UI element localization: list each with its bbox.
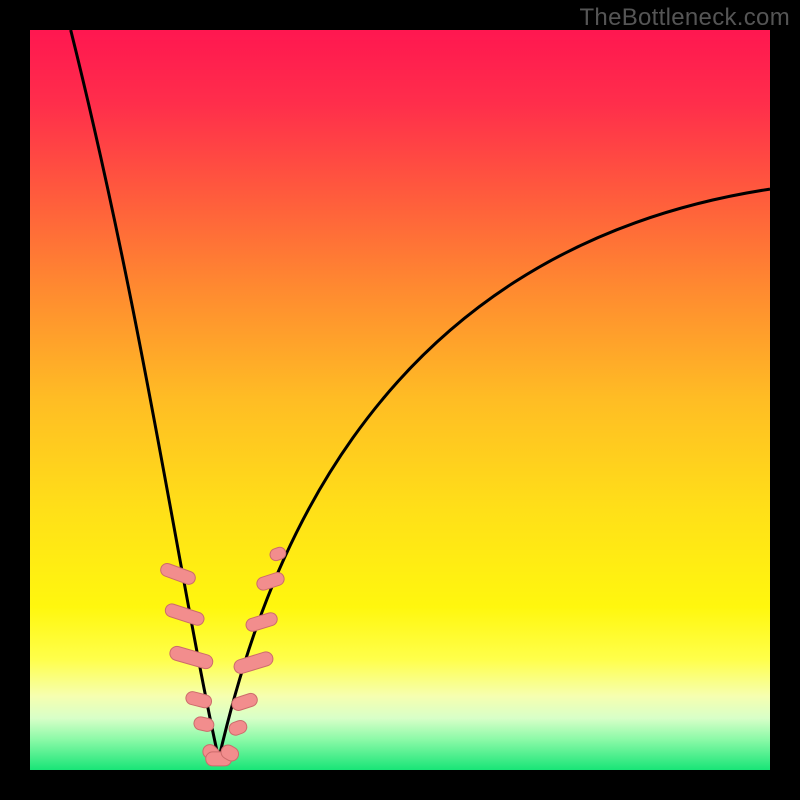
stage: TheBottleneck.com: [0, 0, 800, 800]
plot-background: [30, 30, 770, 770]
chart-svg: [0, 0, 800, 800]
watermark-text: TheBottleneck.com: [579, 4, 790, 32]
